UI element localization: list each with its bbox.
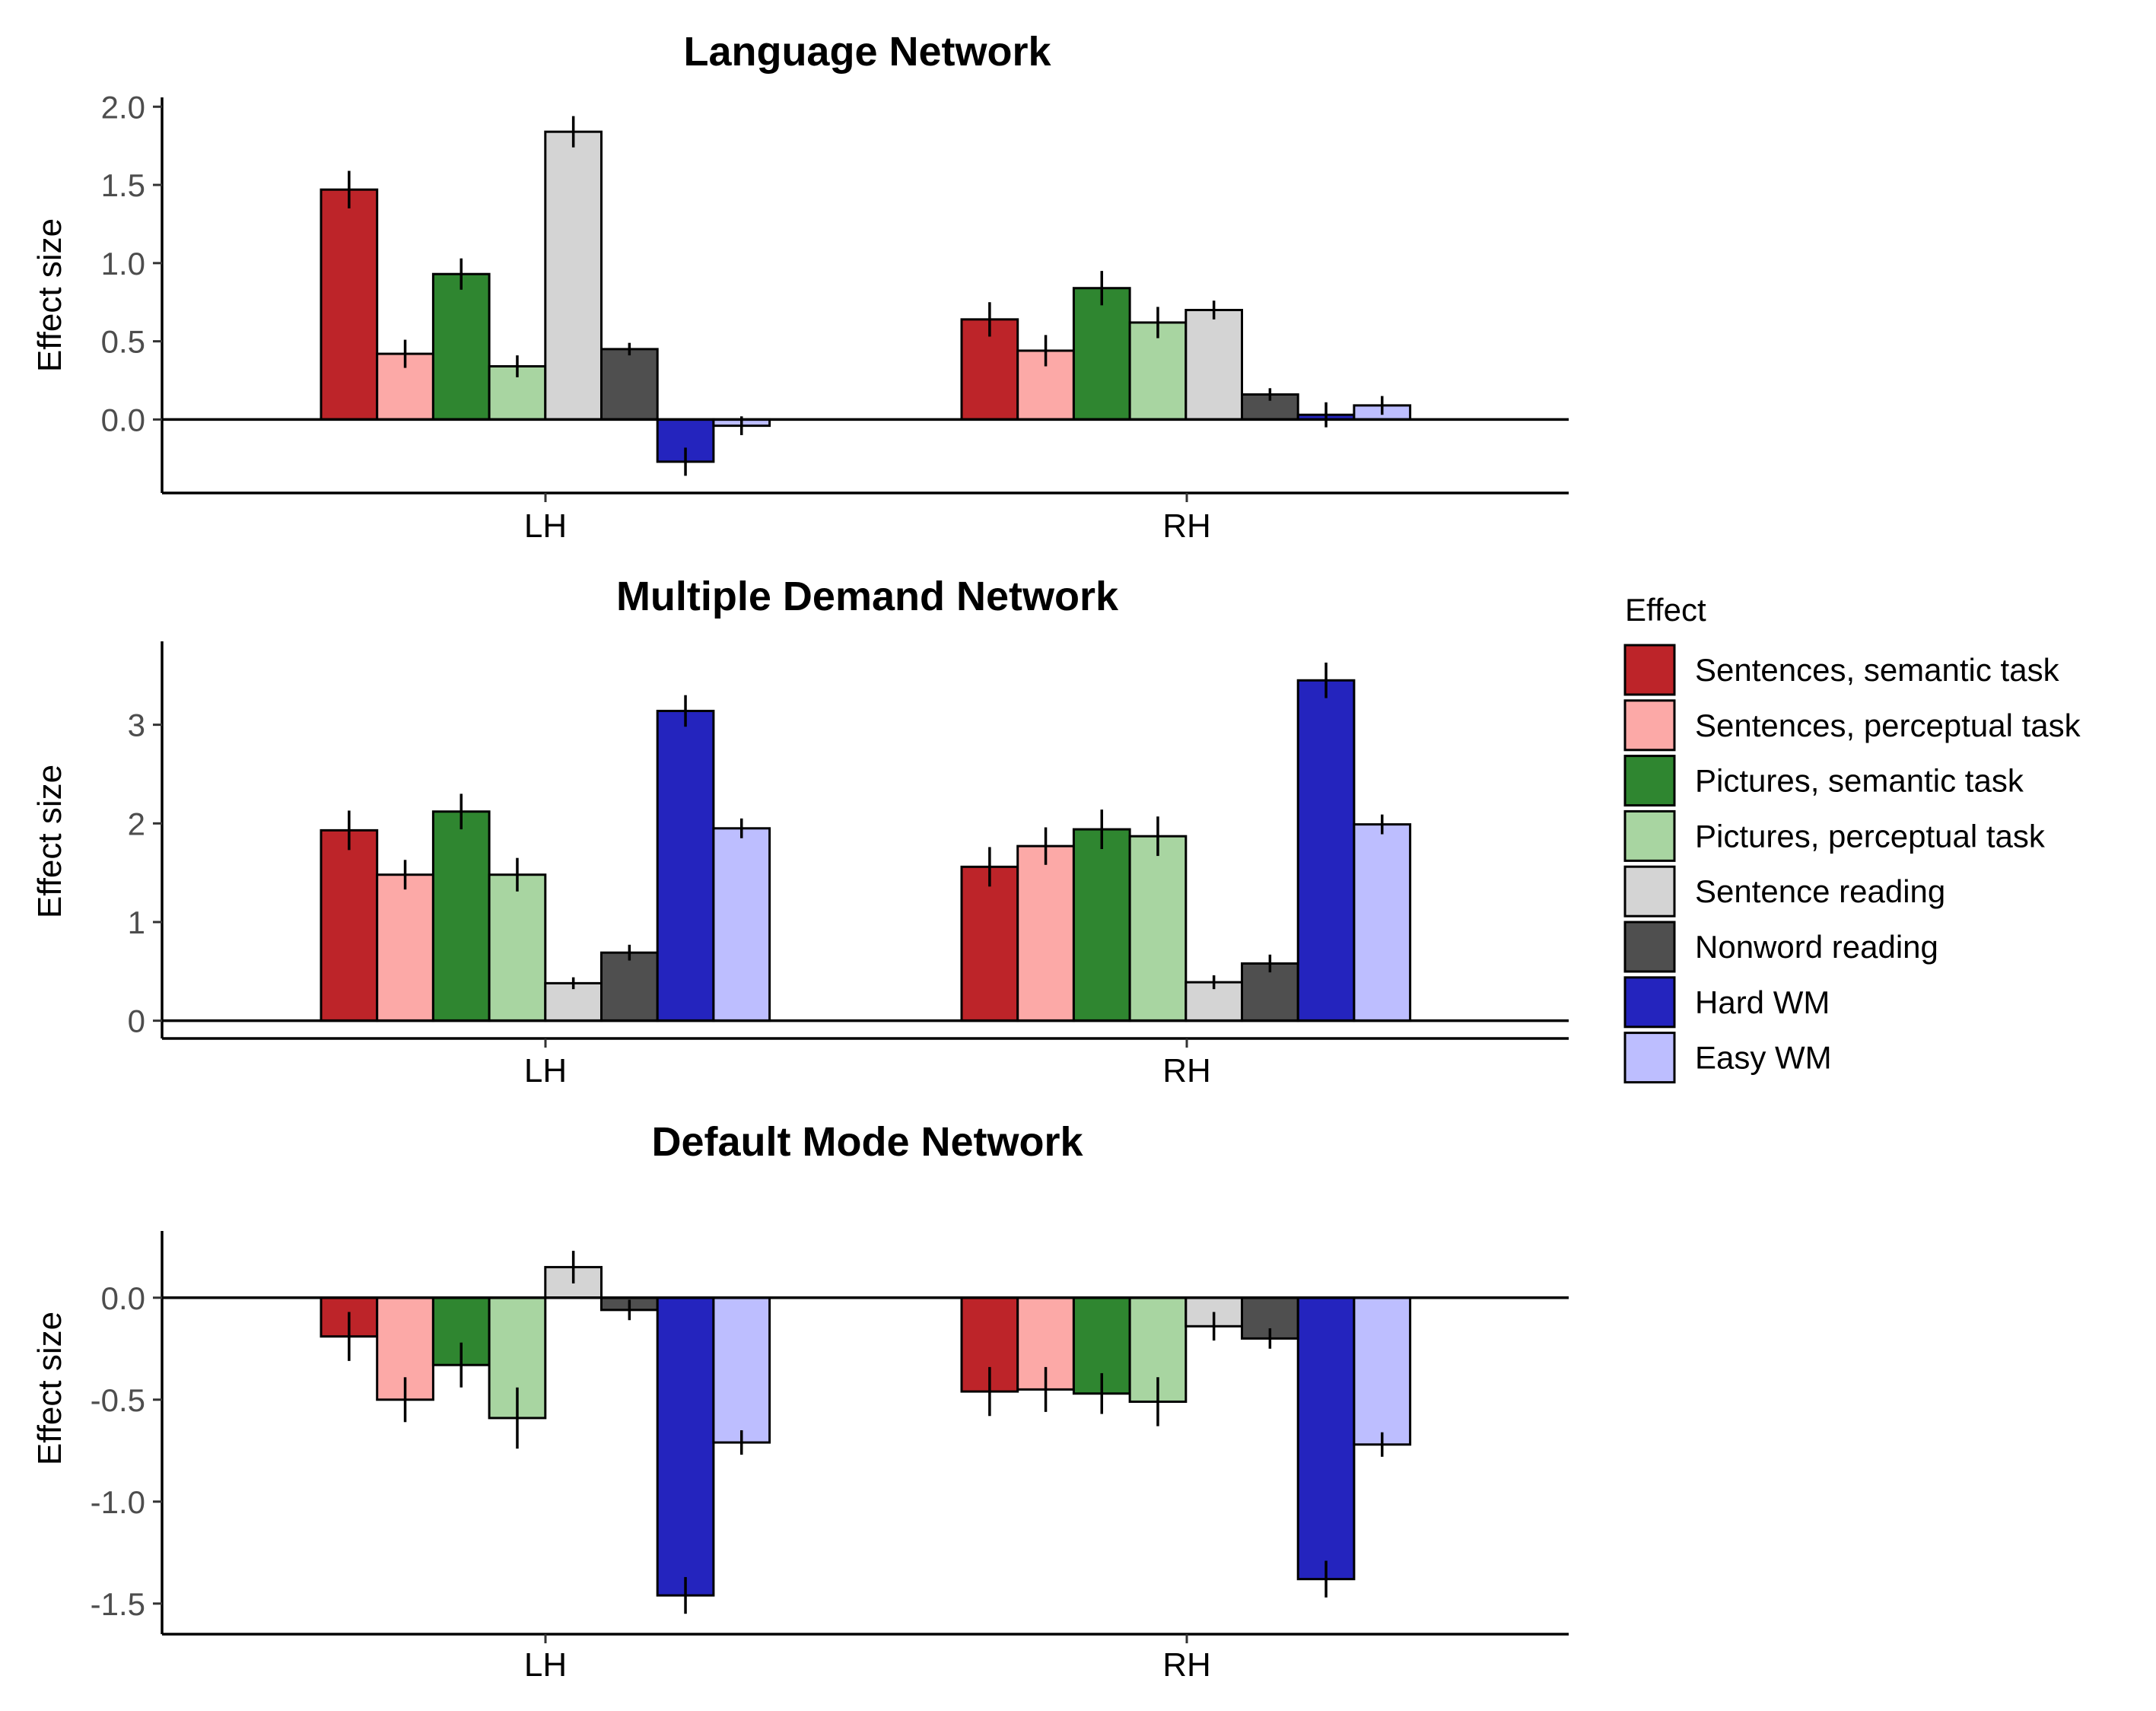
bar-rh-1 [960,865,1019,1022]
y-tick-label: 2 [128,806,145,841]
category-label-rh: RH [1162,507,1211,545]
bar-lh-1 [320,188,379,421]
legend-label: Nonword reading [1695,929,1938,965]
bar-lh-5 [544,130,603,421]
legend-swatch [1623,809,1676,862]
legend-swatch [1623,644,1676,696]
bar-rh-7 [1296,679,1356,1022]
legend-label: Hard WM [1695,984,1830,1020]
bar-rh-2 [1016,844,1075,1022]
y-axis-title: Effect size [31,1312,68,1465]
y-tick-label: -0.5 [91,1382,145,1418]
panel-default-mode-network: Default Mode Network Effect size LH RH -… [31,1119,1569,1684]
bar-lh-6 [600,951,659,1022]
category-label-rh: RH [1162,1646,1211,1684]
legend-swatch [1623,865,1676,918]
y-tick-label: -1.5 [91,1586,145,1622]
y-tick-label: 0 [128,1003,145,1039]
bar-lh-6 [600,348,659,421]
legend-title: Effect [1625,592,1706,628]
panel-title: Default Mode Network [651,1119,1083,1165]
plot-area: 0 1 2 3 [128,641,1569,1048]
legend: Effect Sentences, semantic task Sentences… [1623,592,2081,1084]
bar-rh-3 [1072,828,1131,1022]
y-tick-label: 1.0 [101,246,145,281]
y-tick-label: 0.5 [101,324,145,360]
bar-rh-6 [1241,1296,1299,1340]
category-label-lh: LH [524,507,567,545]
bar-lh-7 [656,709,715,1022]
bar-rh-5 [1185,309,1244,421]
y-axis-title: Effect size [31,218,68,372]
bar-rh-8 [1353,1296,1412,1446]
legend-label: Pictures, semantic task [1695,763,2024,799]
panel-title: Language Network [683,29,1051,75]
bar-rh-4 [1128,835,1188,1022]
legend-label: Sentence reading [1695,873,1945,909]
y-tick-label: -1.0 [91,1484,145,1520]
plot-area: -1.5 -1.0 -0.5 0.0 [91,1231,1569,1643]
legend-label: Easy WM [1695,1040,1832,1076]
bar-lh-4 [488,873,547,1022]
category-label-rh: RH [1162,1052,1211,1089]
legend-label: Pictures, perceptual task [1695,818,2046,854]
y-tick-label: 1 [128,905,145,940]
y-tick-label: 2.0 [101,89,145,125]
bar-rh-8 [1353,823,1412,1022]
panel-language-network: Language Network Effect size LH RH 0.00.… [31,29,1569,545]
legend-swatch [1623,921,1676,973]
category-label-lh: LH [524,1052,567,1089]
bar-rh-3 [1072,287,1131,421]
legend-swatch [1623,976,1676,1029]
legend-swatch [1623,699,1676,752]
legend-swatch [1623,755,1676,807]
y-axis-title: Effect size [31,765,68,918]
bar-rh-7 [1296,1296,1356,1581]
bar-lh-7 [656,1296,715,1597]
bar-lh-8 [712,827,771,1022]
y-tick-label: 1.5 [101,167,145,203]
legend-swatch [1623,1032,1676,1084]
bar-lh-1 [320,828,379,1022]
bar-lh-8 [712,1296,771,1444]
legend-label: Sentences, perceptual task [1695,708,2081,743]
y-tick-label: 0.0 [101,402,145,437]
category-label-lh: LH [524,1646,567,1684]
y-tick-label: 0.0 [101,1280,145,1316]
y-tick-label: 3 [128,708,145,743]
plot-area: 0.0 0.5 1.0 1.5 2.0 [101,89,1569,502]
bar-lh-3 [431,810,491,1022]
legend-label: Sentences, semantic task [1695,652,2060,688]
panel-multiple-demand-network: Multiple Demand Network Effect size LH R… [31,574,1569,1089]
bar-lh-3 [431,272,491,421]
bar-lh-2 [376,873,434,1022]
panel-title: Multiple Demand Network [616,574,1119,619]
